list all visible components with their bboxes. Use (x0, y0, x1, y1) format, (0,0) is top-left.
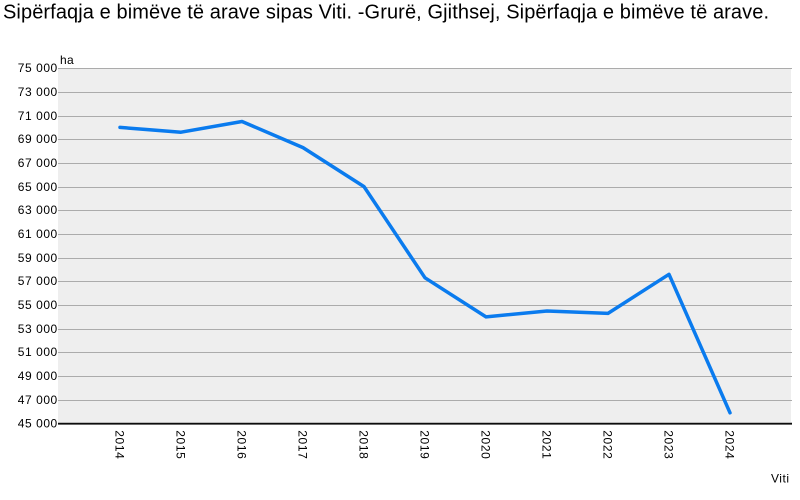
svg-text:2019: 2019 (418, 430, 432, 459)
svg-text:2017: 2017 (296, 430, 310, 459)
svg-text:2014: 2014 (113, 430, 127, 459)
svg-text:2015: 2015 (174, 430, 188, 459)
svg-text:57 000: 57 000 (18, 274, 58, 288)
svg-text:2020: 2020 (479, 430, 493, 459)
svg-text:2022: 2022 (601, 430, 615, 459)
svg-text:Viti: Viti (771, 471, 789, 485)
svg-text:2023: 2023 (662, 430, 676, 459)
svg-text:65 000: 65 000 (18, 180, 58, 194)
svg-text:75 000: 75 000 (18, 61, 58, 75)
svg-text:2016: 2016 (235, 430, 249, 459)
svg-text:69 000: 69 000 (18, 132, 58, 146)
svg-text:45 000: 45 000 (18, 417, 58, 431)
svg-text:2024: 2024 (723, 430, 737, 459)
svg-text:53 000: 53 000 (18, 322, 58, 336)
svg-text:ha: ha (60, 53, 74, 67)
svg-text:73 000: 73 000 (18, 85, 58, 99)
svg-text:2018: 2018 (357, 430, 371, 459)
svg-text:71 000: 71 000 (18, 109, 58, 123)
svg-text:2021: 2021 (540, 430, 554, 459)
svg-text:63 000: 63 000 (18, 203, 58, 217)
svg-text:67 000: 67 000 (18, 156, 58, 170)
svg-text:55 000: 55 000 (18, 298, 58, 312)
svg-text:Sipërfaqja e bimëve të arave s: Sipërfaqja e bimëve të arave sipas Viti.… (3, 1, 769, 23)
svg-text:61 000: 61 000 (18, 227, 58, 241)
svg-text:51 000: 51 000 (18, 345, 58, 359)
svg-text:47 000: 47 000 (18, 393, 58, 407)
svg-text:59 000: 59 000 (18, 251, 58, 265)
svg-text:49 000: 49 000 (18, 369, 58, 383)
